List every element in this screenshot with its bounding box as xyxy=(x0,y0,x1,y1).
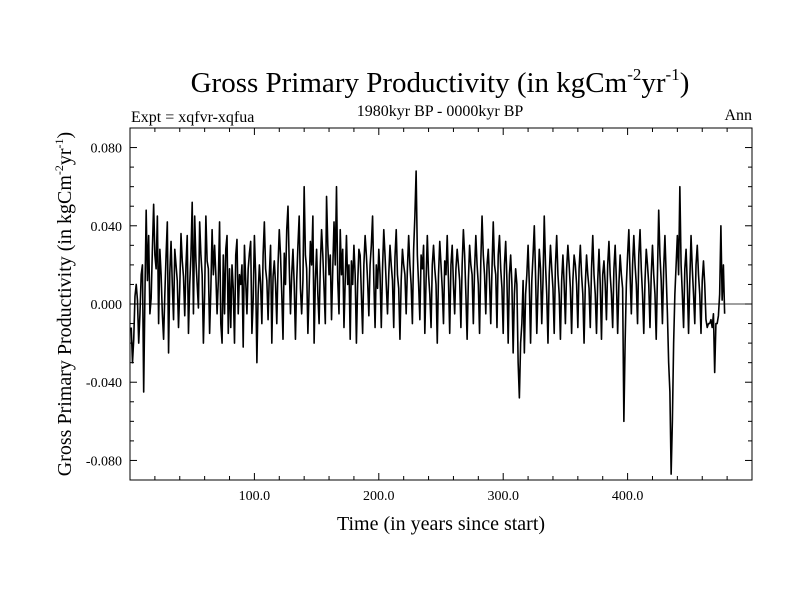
y-axis-label-mid: yr xyxy=(54,148,76,165)
y-tick-label: -0.080 xyxy=(86,454,122,469)
series-line-gpp xyxy=(130,170,726,475)
y-axis-ticks: -0.080 -0.040 0.000 0.040 0.080 xyxy=(86,142,752,469)
subtitle-season: Ann xyxy=(724,107,752,124)
y-tick-label: 0.000 xyxy=(91,298,123,313)
subtitle-period: 1980kyr BP - 0000kyr BP xyxy=(357,103,524,120)
y-axis-label: Gross Primary Productivity (in kgCm-2yr-… xyxy=(52,132,76,476)
y-tick-label: 0.040 xyxy=(91,220,123,235)
y-axis-label-end: ) xyxy=(54,132,76,139)
x-axis-ticks: 100.0 200.0 300.0 400.0 xyxy=(154,128,728,504)
y-axis-label-sup1: -2 xyxy=(52,165,66,175)
chart-title-sup1: -2 xyxy=(627,65,641,84)
chart-title: Gross Primary Productivity (in kgCm-2yr-… xyxy=(191,65,690,99)
y-axis-label-main: Gross Primary Productivity (in kgCm xyxy=(54,175,76,477)
x-tick-label: 100.0 xyxy=(239,489,271,504)
y-tick-label: -0.040 xyxy=(86,376,122,391)
chart-title-main: Gross Primary Productivity (in kgCm xyxy=(191,67,628,99)
y-tick-label: 0.080 xyxy=(91,142,123,157)
x-tick-label: 400.0 xyxy=(612,489,644,504)
subtitle-experiment: Expt = xqfvr-xqfua xyxy=(131,109,254,126)
chart-title-mid: yr xyxy=(641,67,666,99)
chart-title-end: ) xyxy=(680,67,690,99)
x-tick-label: 200.0 xyxy=(363,489,395,504)
chart-title-sup2: -1 xyxy=(666,65,680,84)
y-axis-label-sup2: -1 xyxy=(52,138,66,148)
x-axis-label: Time (in years since start) xyxy=(337,513,545,535)
x-tick-label: 300.0 xyxy=(487,489,519,504)
